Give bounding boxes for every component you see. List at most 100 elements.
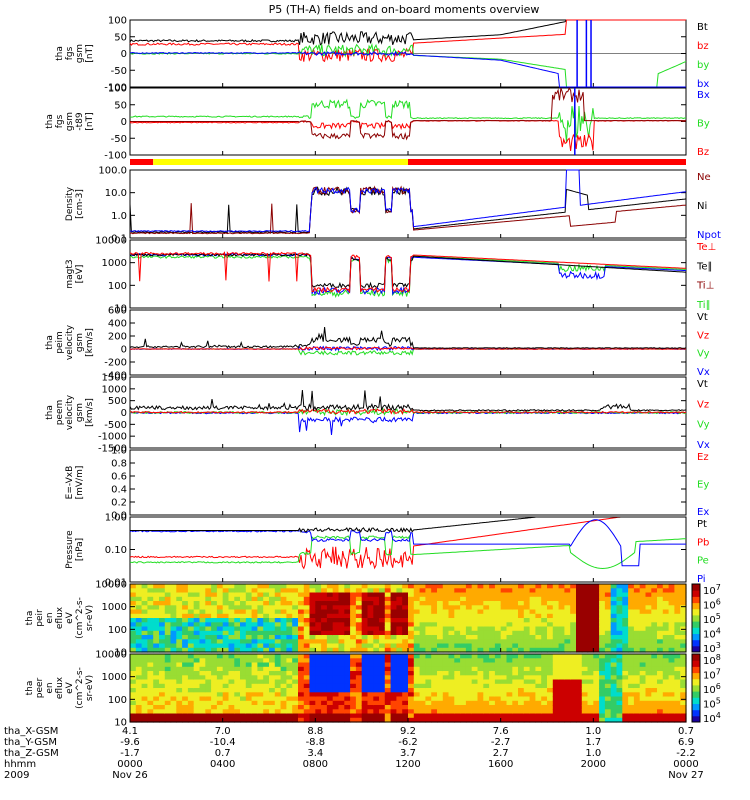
spectrogram-cell	[570, 588, 577, 594]
y-tick-label: 1000	[102, 384, 127, 395]
spectrogram-cell	[332, 654, 340, 659]
spectrogram-cell	[216, 605, 224, 611]
spectrogram-cell	[431, 622, 438, 628]
spectrogram-cell	[222, 613, 230, 619]
spectrogram-cell	[402, 630, 409, 636]
spectrogram-cell	[211, 696, 218, 702]
spectrogram-cell	[222, 671, 230, 676]
spectrogram-cell	[628, 635, 635, 640]
spectrogram-cell	[344, 679, 351, 685]
ephem-row-label: tha_Z-GSM	[4, 748, 59, 759]
spectrogram-cell	[135, 679, 143, 685]
spectrogram-cell	[431, 643, 438, 649]
figure-title: P5 (TH-A) fields and on-board moments ov…	[269, 3, 540, 16]
spectrogram-cell	[199, 609, 206, 615]
spectrogram-cell	[326, 713, 334, 719]
spectrogram-cell	[390, 700, 397, 706]
spectrogram-cell	[408, 635, 415, 640]
spectrogram-cell	[205, 630, 212, 636]
spectrogram-cell	[309, 675, 316, 681]
spectrogram-cell	[269, 639, 276, 645]
spectrogram-cell	[413, 700, 421, 706]
spectrogram-cell	[616, 584, 623, 589]
spectrogram-cell	[500, 618, 508, 623]
spectrogram-cell	[257, 675, 264, 681]
spectrogram-cell	[425, 609, 432, 615]
spectrogram-cell	[274, 601, 282, 606]
spectrogram-cell	[251, 713, 258, 719]
spectrogram-cell	[170, 654, 177, 659]
spectrogram-cell	[269, 626, 276, 632]
spectrogram-cell	[344, 596, 351, 602]
spectrogram-cell	[518, 696, 525, 702]
spectrogram-cell	[379, 584, 386, 589]
spectrogram-cell	[639, 626, 647, 632]
y-axis-label: tha	[45, 335, 55, 350]
spectrogram-cell	[303, 688, 311, 693]
spectrogram-cell	[645, 688, 652, 693]
spectrogram-cell	[610, 688, 618, 693]
spectrogram-cell	[153, 613, 160, 619]
spectrogram-cell	[245, 584, 253, 589]
y-axis-label: gsm	[75, 333, 85, 352]
y-tick-label: 100	[108, 695, 127, 706]
spectrogram-cell	[199, 639, 206, 645]
spectrogram-cell	[315, 662, 322, 668]
spectrogram-cell	[373, 662, 380, 668]
spectrogram-cell	[350, 588, 357, 594]
spectrogram-cell	[130, 618, 137, 623]
spectrogram-cell	[616, 613, 623, 619]
spectrogram-cell	[668, 675, 675, 681]
spectrogram-cell	[164, 658, 172, 664]
spectrogram-cell	[216, 647, 224, 653]
spectrogram-cell	[350, 622, 357, 628]
spectrogram-cell	[396, 671, 403, 676]
spectrogram-cell	[547, 605, 554, 611]
spectrogram-cell	[668, 622, 675, 628]
spectrogram-cell	[379, 688, 386, 693]
ephem-value: 0000	[673, 759, 698, 770]
spectrogram-cell	[662, 679, 670, 685]
spectrogram-cell	[355, 709, 363, 715]
spectrogram-cell	[437, 658, 444, 664]
spectrogram-cell	[477, 696, 484, 702]
y-axis-label: [cm-3]	[75, 189, 85, 219]
spectrogram-cell	[680, 662, 687, 668]
spectrogram-cell	[216, 584, 224, 589]
spectrogram-cell	[622, 584, 629, 589]
y-axis-label: sr-eV)	[85, 675, 95, 701]
spectrogram-cell	[274, 588, 282, 594]
spectrogram-cell	[153, 671, 160, 676]
spectrogram-cell	[228, 647, 235, 653]
spectrogram-cell	[494, 643, 502, 649]
spectrogram-cell	[657, 626, 664, 632]
spectrogram-cell	[379, 654, 386, 659]
spectrogram-cell	[251, 662, 258, 668]
spectrogram-cell	[657, 592, 664, 598]
spectrogram-cell	[315, 705, 322, 710]
spectrogram-cell	[384, 639, 392, 645]
ephem-row-label: tha_Y-GSM	[4, 737, 57, 748]
spectrogram-cell	[604, 709, 612, 715]
spectrogram-cell	[471, 605, 479, 611]
y-tick-label: 0	[121, 345, 127, 356]
spectrogram-cell	[489, 596, 496, 602]
spectrogram-cell	[442, 639, 450, 645]
spectrogram-cell	[373, 601, 380, 606]
spectrogram-cell	[651, 630, 658, 636]
spectrogram-cell	[628, 605, 635, 611]
spectrogram-cell	[604, 639, 612, 645]
spectrogram-cell	[263, 717, 270, 723]
spectrogram-cell	[216, 679, 224, 685]
spectrogram-cell	[361, 683, 369, 689]
spectrogram-cell	[680, 683, 687, 689]
spectrogram-cell	[552, 588, 560, 594]
spectrogram-cell	[251, 588, 258, 594]
spectrogram-cell	[657, 705, 664, 710]
spectrogram-cell	[639, 622, 647, 628]
spectrogram-cell	[535, 662, 542, 668]
spectrogram-cell	[483, 584, 490, 589]
spectrogram-cell	[315, 700, 322, 706]
spectrogram-cell	[245, 596, 253, 602]
